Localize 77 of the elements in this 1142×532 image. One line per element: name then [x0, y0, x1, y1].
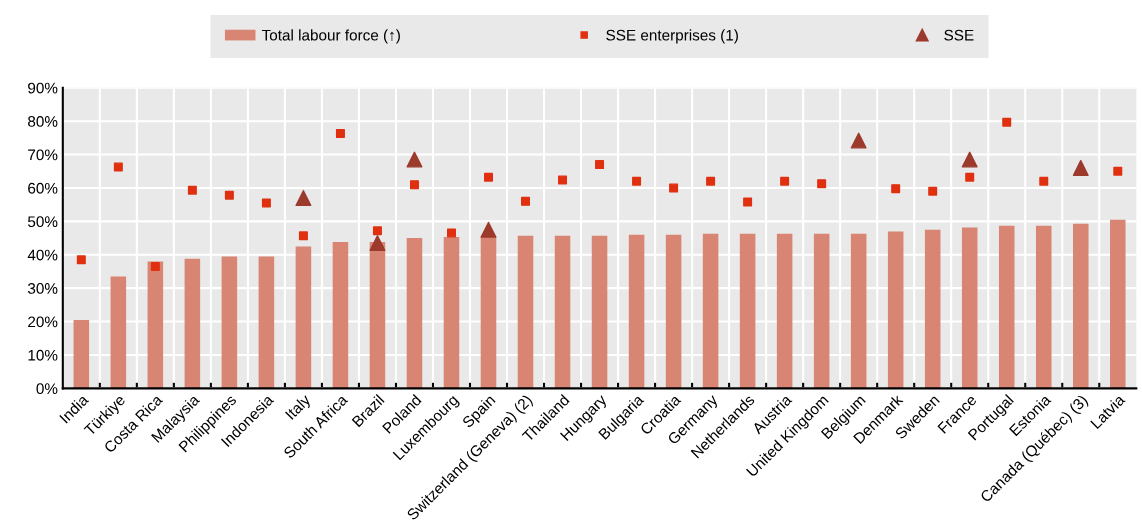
bar	[591, 235, 608, 389]
point	[965, 172, 975, 182]
bar	[295, 246, 312, 389]
bar	[776, 233, 793, 389]
point	[961, 151, 978, 168]
y-tick-label: 20%	[28, 316, 58, 328]
y-tick-label: 0%	[36, 383, 58, 395]
point	[1113, 166, 1123, 176]
bar	[406, 238, 423, 389]
bar	[369, 242, 386, 389]
bar	[961, 227, 978, 389]
point	[335, 129, 345, 139]
bar	[628, 234, 645, 389]
bar	[221, 256, 238, 389]
y-tick-label: 10%	[28, 349, 58, 361]
bar	[924, 229, 941, 389]
bar	[1072, 223, 1089, 389]
point	[187, 185, 197, 195]
point	[850, 132, 867, 149]
bar	[739, 233, 756, 389]
bar	[850, 233, 867, 389]
bar	[554, 235, 571, 389]
point	[261, 198, 271, 208]
point	[372, 226, 382, 236]
point	[632, 176, 642, 186]
point	[595, 160, 605, 170]
point	[780, 176, 790, 186]
point	[743, 197, 753, 207]
bar	[702, 233, 719, 389]
bar	[332, 242, 349, 389]
y-tick-label: 30%	[27, 283, 58, 294]
bar	[258, 256, 275, 389]
point	[706, 176, 716, 186]
point	[1072, 159, 1089, 176]
point	[369, 235, 386, 252]
y-tick-label: 70%	[28, 149, 58, 161]
point	[891, 184, 901, 194]
point	[406, 151, 423, 168]
point	[150, 261, 160, 271]
bar	[517, 235, 534, 389]
bar	[665, 234, 682, 389]
bar	[147, 261, 164, 389]
y-tick-label: 50%	[27, 216, 58, 228]
y-tick-label: 90%	[28, 82, 58, 94]
y-tick-label: 40%	[27, 249, 58, 261]
legend-label: SSE enterprises (1)	[606, 29, 738, 44]
point	[113, 162, 123, 172]
bar	[1110, 219, 1126, 389]
point	[224, 190, 234, 200]
bar	[480, 236, 497, 389]
point	[817, 179, 827, 189]
bar	[73, 319, 90, 389]
point	[1002, 117, 1012, 127]
legend-label: SSE	[944, 29, 974, 41]
point	[298, 231, 308, 241]
point	[295, 190, 312, 206]
point	[446, 228, 456, 238]
x-tick-label: Italy	[284, 393, 314, 423]
y-tick-label: 60%	[28, 182, 58, 194]
point	[521, 196, 531, 206]
bar	[110, 276, 127, 389]
bar	[887, 231, 904, 389]
point	[409, 180, 419, 190]
legend-label: Total labour force (↑)	[261, 29, 400, 44]
bar	[184, 258, 201, 389]
bar	[443, 237, 460, 389]
point	[480, 221, 497, 238]
point	[1039, 176, 1049, 186]
bar	[813, 233, 830, 389]
point	[669, 183, 679, 193]
bar	[998, 225, 1015, 389]
y-tick-label: 80%	[28, 116, 58, 127]
point	[484, 172, 493, 182]
point	[76, 255, 86, 265]
bar	[1035, 225, 1052, 389]
point	[928, 186, 938, 196]
point	[558, 175, 568, 185]
